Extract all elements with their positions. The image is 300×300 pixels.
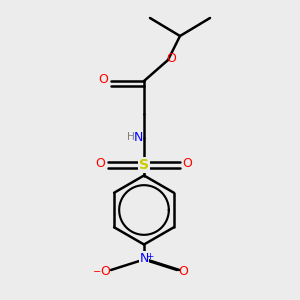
Text: S: S: [139, 158, 149, 172]
Text: N: N: [134, 130, 143, 144]
Text: O: O: [178, 265, 188, 278]
Text: −: −: [93, 266, 102, 277]
Text: H: H: [127, 132, 134, 142]
Text: O: O: [96, 157, 105, 170]
Text: O: O: [183, 157, 192, 170]
Text: N: N: [139, 251, 149, 265]
Text: O: O: [100, 265, 110, 278]
Text: +: +: [146, 252, 153, 261]
Text: O: O: [167, 52, 176, 65]
Text: O: O: [99, 73, 108, 86]
